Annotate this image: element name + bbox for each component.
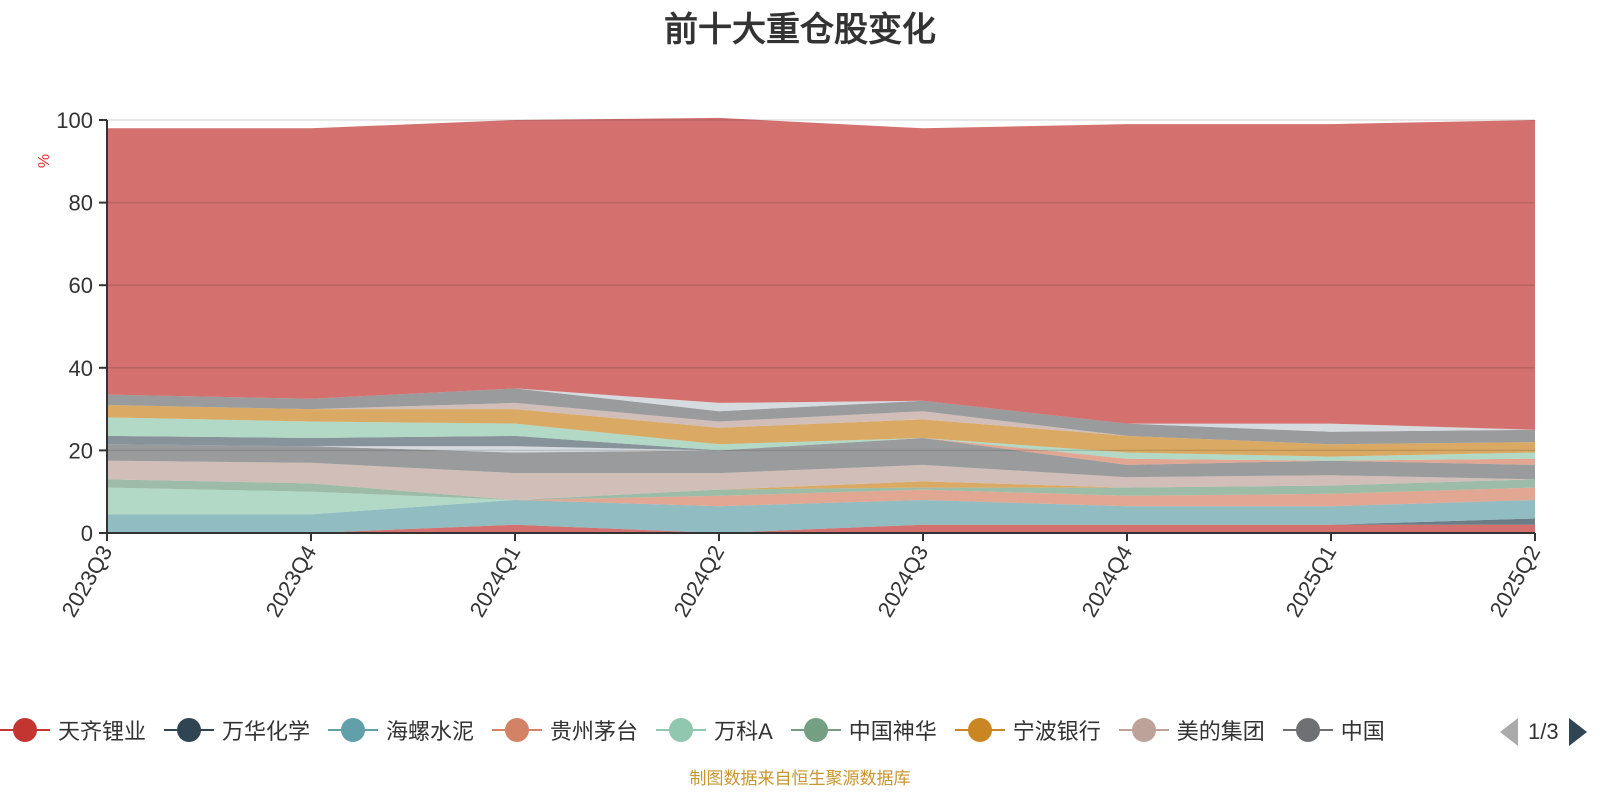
legend-label: 贵州茅台	[550, 719, 639, 744]
legend-item-美的集团[interactable]: 美的集团	[1118, 714, 1279, 746]
x-tick-label-2023Q4: 2023Q4	[261, 541, 322, 621]
legend-prev-page-icon[interactable]	[1500, 718, 1518, 746]
area-series-layer-16	[107, 388, 1535, 445]
area-series-layer-13	[107, 417, 1535, 461]
legend-page-indicator: 1/3	[1528, 719, 1559, 744]
area-series-layer-18	[107, 117, 1535, 430]
source-note: 制图数据来自恒生聚源数据库	[689, 769, 911, 788]
grid-layer	[107, 119, 1535, 452]
y-tick-label-80: 80	[69, 191, 93, 216]
legend-item-万华化学[interactable]: 万华化学	[164, 714, 324, 746]
x-tick-label-2024Q1: 2024Q1	[465, 541, 526, 621]
area-series-layer-11	[107, 435, 1535, 465]
legend-marker-icon	[0, 716, 50, 744]
legend-item-贵州茅台[interactable]: 贵州茅台	[492, 714, 652, 746]
area-series-中国	[107, 438, 1535, 480]
y-tick-label-100: 100	[56, 108, 93, 133]
chart-title: 前十大重仓股变化	[664, 11, 936, 49]
legend-marker-icon	[656, 716, 707, 744]
legend-marker-icon	[954, 716, 1005, 744]
legend-next-page-icon[interactable]	[1568, 718, 1587, 746]
area-layer	[107, 117, 1535, 533]
legend-label: 宁波银行	[1012, 719, 1101, 744]
y-axis-unit-label: %	[36, 154, 53, 168]
legend-label: 中国	[1340, 719, 1385, 744]
x-tick-label-2024Q3: 2024Q3	[873, 541, 934, 621]
legend-item-宁波银行[interactable]: 宁波银行	[954, 714, 1115, 746]
legend-marker-icon	[164, 716, 215, 744]
legend-label: 海螺水泥	[386, 719, 475, 744]
legend-marker-icon	[1118, 716, 1169, 744]
y-tick-label-20: 20	[69, 438, 93, 463]
legend-marker-icon	[790, 716, 841, 744]
legend-label: 万华化学	[222, 719, 311, 744]
legend-item-中国神华[interactable]: 中国神华	[790, 714, 951, 746]
legend-label: 天齐锂业	[58, 719, 147, 744]
area-series-贵州茅台	[107, 487, 1535, 515]
area-series-天齐锂业	[107, 524, 1535, 533]
area-series-中国神华	[107, 479, 1535, 500]
area-series-美的集团	[107, 460, 1535, 500]
legend-label: 美的集团	[1176, 719, 1265, 744]
area-series-万科A	[107, 487, 1535, 515]
legend-marker-icon	[1282, 716, 1333, 744]
area-series-海螺水泥	[107, 500, 1535, 533]
x-tick-label-2024Q4: 2024Q4	[1077, 541, 1138, 621]
y-tick-label-0: 0	[81, 521, 93, 546]
legend-item-中国[interactable]: 中国	[1282, 714, 1399, 746]
legend-item-天齐锂业[interactable]: 天齐锂业	[0, 714, 160, 746]
area-series-layer-15	[107, 402, 1535, 445]
area-series-layer-17	[107, 388, 1535, 432]
legend-item-海螺水泥[interactable]: 海螺水泥	[328, 714, 488, 746]
legend-label: 中国神华	[848, 719, 937, 744]
x-tick-label-2023Q3: 2023Q3	[57, 541, 118, 621]
legend: 天齐锂业 万华化学 海螺水泥 贵州茅台 万科A 中国神华 宁波银行 美的集团 中国	[0, 714, 1490, 754]
area-series-layer-14	[107, 405, 1535, 457]
legend-label: 万科A	[714, 719, 773, 744]
y-tick-label-60: 60	[69, 273, 93, 298]
x-tick-label-2024Q2: 2024Q2	[669, 541, 730, 621]
x-tick-label-2025Q1: 2025Q1	[1281, 541, 1342, 621]
y-tick-label-40: 40	[69, 356, 93, 381]
legend-item-万科A[interactable]: 万科A	[656, 714, 787, 746]
legend-marker-icon	[328, 716, 379, 744]
x-tick-label-2025Q2: 2025Q2	[1485, 541, 1546, 621]
legend-marker-icon	[492, 716, 543, 744]
legend-pager: 1/3	[1500, 718, 1587, 746]
